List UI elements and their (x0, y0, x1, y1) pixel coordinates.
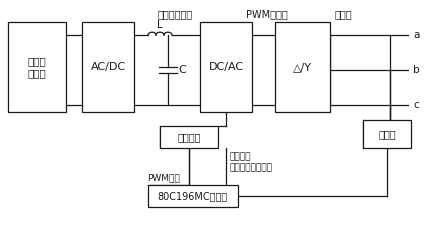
Text: 传感器: 传感器 (378, 129, 396, 139)
Bar (200, 22, 252, 112)
Bar (363, 120, 411, 148)
Text: C: C (178, 65, 186, 75)
Text: 驱动电路: 驱动电路 (177, 132, 201, 142)
Text: PWM整流器: PWM整流器 (246, 9, 288, 19)
Text: 变压器: 变压器 (334, 9, 352, 19)
Text: 输出电压反馈控制: 输出电压反馈控制 (230, 164, 273, 172)
Text: L: L (157, 20, 163, 30)
Text: AC/DC: AC/DC (90, 62, 126, 72)
Text: 80C196MC单片机: 80C196MC单片机 (158, 191, 228, 201)
Bar (148, 185, 238, 207)
Text: c: c (413, 100, 419, 110)
Text: △/Y: △/Y (293, 62, 312, 72)
Text: PWM信号: PWM信号 (146, 173, 179, 183)
Bar (275, 22, 330, 112)
Text: 不可控整流器: 不可控整流器 (157, 9, 193, 19)
Text: b: b (413, 65, 419, 75)
Bar (82, 22, 134, 112)
Text: DC/AC: DC/AC (208, 62, 244, 72)
Bar (8, 22, 66, 112)
Text: 状态监控: 状态监控 (230, 153, 251, 162)
Text: 柴油发
电机组: 柴油发 电机组 (28, 56, 46, 78)
Bar (160, 126, 218, 148)
Text: a: a (413, 30, 419, 40)
